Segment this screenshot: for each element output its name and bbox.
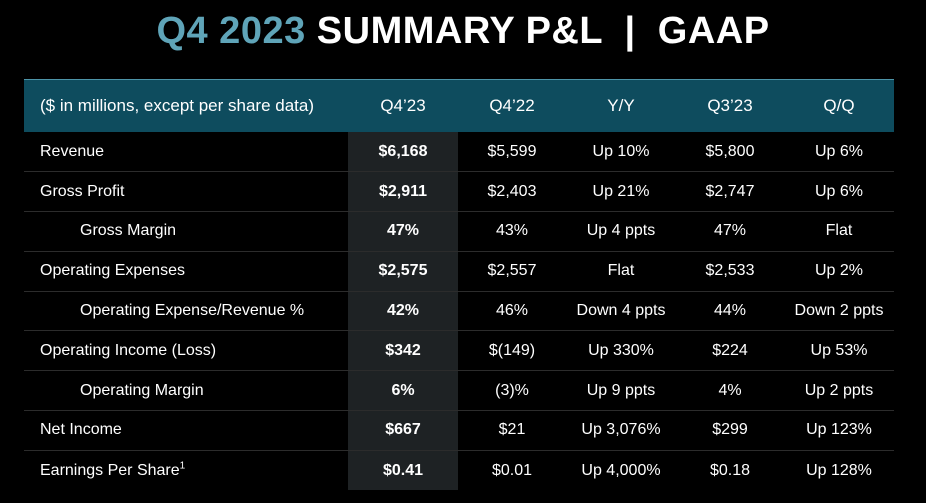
cell-q4-22: $0.01 (491, 461, 533, 479)
cell-q4-23: $667 (348, 410, 458, 451)
row-label-cell: Operating Margin (24, 371, 348, 411)
row-label-cell: Gross Profit (24, 172, 348, 212)
cell-q4-22: $5,599 (487, 142, 537, 160)
cell-q4-22: 46% (495, 302, 529, 320)
header-q4-23: Q4’23 (380, 96, 426, 115)
cell-yoy: Up 4,000% (581, 461, 661, 479)
row-label: Operating Income (Loss) (40, 341, 217, 359)
cell-q3-23: $0.18 (709, 461, 751, 479)
table-header-row: ($ in millions, except per share data) Q… (24, 80, 894, 132)
table-row: Gross Margin 47% 43% Up 4 ppts 47% Flat (24, 211, 894, 252)
title-main: SUMMARY P&L | GAAP (316, 10, 770, 52)
pl-summary-table: ($ in millions, except per share data) Q… (24, 80, 894, 491)
row-label-cell: Revenue (24, 132, 348, 172)
cell-qoq: Up 53% (810, 341, 868, 359)
row-label-cell: Operating Income (Loss) (24, 331, 348, 371)
cell-yoy: Up 4 ppts (586, 222, 656, 240)
header-q4-22: Q4’22 (489, 96, 535, 115)
cell-q3-23: $2,747 (705, 182, 755, 200)
table-row: Net Income $667 $21 Up 3,076% $299 Up 123% (24, 410, 894, 451)
cell-q3-23: 44% (713, 302, 747, 320)
cell-yoy: Up 3,076% (581, 421, 661, 439)
row-label-cell: Earnings Per Share1 (24, 450, 348, 490)
cell-qoq: Up 2 ppts (804, 381, 874, 399)
row-label: Net Income (40, 421, 122, 439)
footnote-marker: 1 (179, 460, 186, 472)
cell-qoq: Up 123% (806, 421, 872, 439)
title-period: Q4 2023 (156, 10, 306, 52)
row-label: Operating Expense/Revenue % (80, 302, 305, 320)
cell-yoy: Up 21% (592, 182, 650, 200)
cell-q3-23: $299 (712, 421, 748, 439)
cell-q4-23: $342 (348, 330, 458, 371)
cell-qoq: Down 2 ppts (794, 302, 884, 320)
cell-yoy: Flat (607, 262, 635, 280)
row-label-cell: Operating Expense/Revenue % (24, 291, 348, 331)
page-title: Q4 2023 SUMMARY P&L | GAAP (0, 10, 926, 53)
table-row: Gross Profit $2,911 $2,403 Up 21% $2,747 Up 6… (24, 171, 894, 212)
cell-qoq: Flat (825, 222, 853, 240)
cell-q3-23: $2,533 (705, 262, 755, 280)
table-body: Revenue $6,168 $5,599 Up 10% $5,800 Up 6% Gros… (24, 132, 894, 491)
cell-q4-22: $2,403 (487, 182, 537, 200)
cell-q4-22: $(149) (488, 341, 536, 359)
table-row: Revenue $6,168 $5,599 Up 10% $5,800 Up 6% (24, 132, 894, 172)
row-label-cell: Operating Expenses (24, 251, 348, 291)
cell-qoq: Up 2% (814, 262, 864, 280)
cell-yoy: Up 330% (588, 341, 654, 359)
header-yoy: Y/Y (607, 96, 635, 115)
cell-yoy: Down 4 ppts (576, 302, 666, 320)
cell-qoq: Up 6% (814, 142, 864, 160)
header-description: ($ in millions, except per share data) (40, 96, 315, 115)
header-qoq: Q/Q (823, 96, 855, 115)
cell-qoq: Up 128% (806, 461, 872, 479)
cell-q4-22: (3)% (495, 381, 529, 399)
table-row: Operating Margin 6% (3)% Up 9 ppts 4% Up 2 pp… (24, 370, 894, 411)
cell-qoq: Up 6% (814, 182, 864, 200)
cell-q4-22: $21 (498, 421, 526, 439)
cell-q4-23: 42% (348, 291, 458, 331)
row-label: Revenue (40, 142, 105, 160)
row-label-cell: Net Income (24, 411, 348, 451)
cell-q4-23: $2,575 (348, 251, 458, 292)
row-label: Operating Expenses (40, 262, 185, 280)
row-label: Earnings Per Share (40, 461, 180, 479)
header-top-rule (24, 79, 894, 81)
cell-q3-23: 47% (713, 222, 747, 240)
table-row: Operating Expense/Revenue % 42% 46% Down 4 … (24, 291, 894, 331)
row-label: Gross Margin (80, 222, 177, 240)
row-label: Gross Profit (40, 182, 125, 200)
cell-yoy: Up 9 ppts (586, 381, 656, 399)
table-row: Operating Expenses $2,575 $2,557 Flat $2,533… (24, 251, 894, 292)
cell-q3-23: 4% (718, 381, 742, 399)
cell-yoy: Up 10% (592, 142, 650, 160)
row-label: Operating Margin (80, 381, 204, 399)
cell-q4-23: $0.41 (348, 450, 458, 491)
cell-q4-23: 6% (348, 370, 458, 411)
cell-q4-22: $2,557 (487, 262, 537, 280)
table-row: Operating Income (Loss) $342 $(149) Up 330%… (24, 330, 894, 371)
cell-q4-23: $6,168 (348, 132, 458, 172)
cell-q3-23: $5,800 (705, 142, 755, 160)
cell-q4-23: 47% (348, 211, 458, 252)
cell-q4-23: $2,911 (348, 171, 458, 212)
cell-q3-23: $224 (712, 341, 748, 359)
table-row: Earnings Per Share1 $0.41 $0.01 Up 4,000% $0… (24, 450, 894, 491)
cell-q4-22: 43% (495, 222, 529, 240)
row-label-cell: Gross Margin (24, 212, 348, 252)
header-q3-23: Q3’23 (707, 96, 753, 115)
